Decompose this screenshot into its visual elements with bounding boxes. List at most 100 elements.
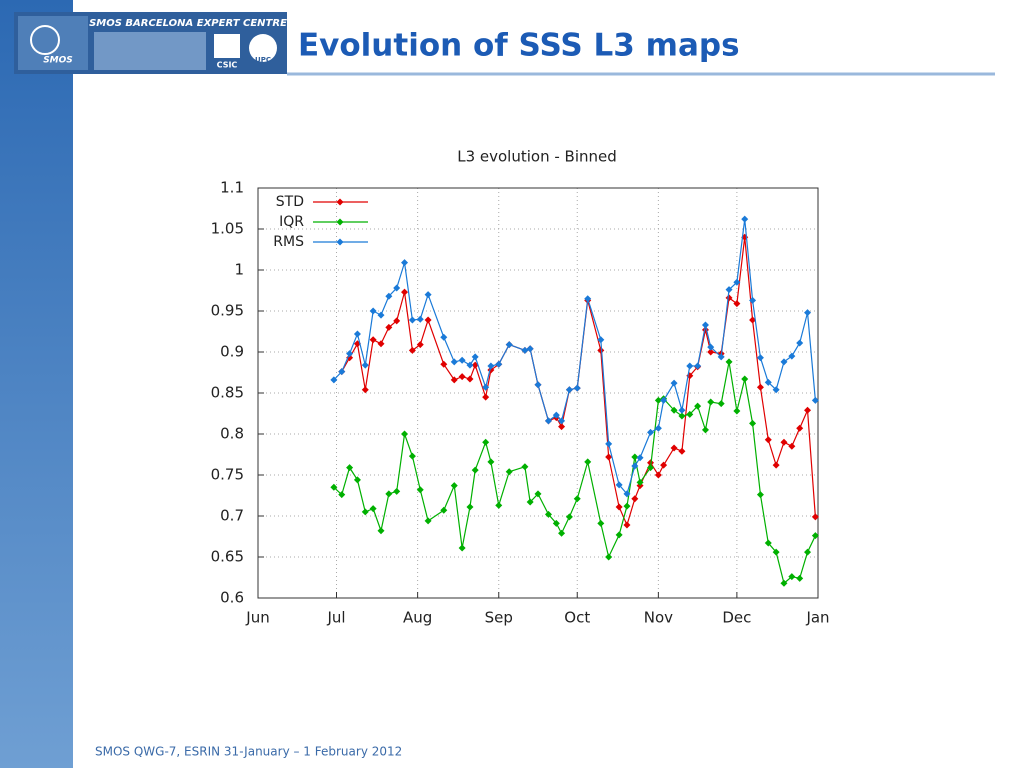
data-point [495,501,503,509]
data-point [330,376,338,384]
data-point [670,444,678,452]
data-point [584,458,592,466]
data-point [416,486,424,494]
data-point [636,478,644,486]
data-point [369,336,377,344]
data-point [558,417,566,425]
data-point [707,348,715,356]
data-point [615,503,623,511]
data-point [788,352,796,360]
data-point [804,548,812,556]
data-point [495,360,503,368]
x-tick-label: Jan [805,609,829,627]
data-point [788,442,796,450]
data-point [401,430,409,438]
data-point [733,300,741,308]
data-point [654,471,662,479]
logo-csic-icon [214,34,240,58]
data-point [440,506,448,514]
legend-marker [336,198,344,206]
series-line [333,219,816,496]
data-point [701,426,709,434]
data-point [631,495,639,503]
data-point [631,462,639,470]
x-tick-label: Oct [564,609,590,627]
data-point [678,406,686,414]
data-point [482,438,490,446]
data-point [660,461,668,469]
data-point [764,378,772,386]
data-point [552,519,560,527]
chart: 0.6 0.65 0.7 0.75 0.8 0.85 0.9 0.95 1 1.05 1.1 Jun J… [211,179,830,627]
y-tick-label: 0.75 [211,466,244,484]
data-point [597,519,605,527]
data-point [416,341,424,349]
data-point [534,381,542,389]
data-point [741,215,749,223]
data-point [401,259,409,267]
logo-title: SMOS BARCELONA EXPERT CENTRE [89,18,287,29]
data-point [788,573,796,581]
y-tick-label: 0.9 [220,343,244,361]
legend-label: STD [276,194,304,210]
data-point [733,407,741,415]
y-tick-label: 1.05 [211,220,244,238]
data-point [505,468,513,476]
legend-marker [336,238,344,246]
data-point [544,417,552,425]
data-point [408,316,416,324]
data-point [338,368,346,376]
data-point [466,375,474,383]
data-point [772,386,780,394]
data-point [565,386,573,394]
data-point [654,424,662,432]
data-point [756,354,764,362]
data-point [749,419,757,427]
data-point [393,284,401,292]
slide-title: Evolution of SSS L3 maps [298,28,740,64]
data-point [694,402,702,410]
data-point [605,440,613,448]
y-tick-label: 0.8 [220,425,244,443]
logo-globe [30,25,60,55]
data-point [416,315,424,323]
legend-label: RMS [273,234,304,250]
logo-upc-icon [249,34,277,62]
data-point [804,309,812,317]
data-point [686,362,694,370]
y-tick-label: 0.95 [211,302,244,320]
y-tick-label: 0.85 [211,384,244,402]
data-point [780,438,788,446]
data-point [741,375,749,383]
data-point [796,339,804,347]
x-tick-label: Jul [326,609,345,627]
data-point [647,428,655,436]
data-point [393,487,401,495]
data-point [471,353,479,361]
data-point [385,292,393,300]
data-point [573,384,581,392]
data-point [756,383,764,391]
y-tick-label: 0.7 [220,507,244,525]
data-point [811,396,819,404]
series-line [333,361,816,585]
x-tick-label: Nov [644,609,673,627]
data-point [654,396,662,404]
logo-csic: CSIC [217,61,238,70]
data-point [338,491,346,499]
data-point [605,453,613,461]
y-tick-label: 1.1 [220,179,244,197]
data-point [631,453,639,461]
sidebar [0,0,73,768]
data-point [707,343,715,351]
data-point [749,316,757,324]
data-point [694,362,702,370]
data-point [526,345,534,353]
data-point [707,398,715,406]
data-point [369,505,377,513]
x-tick-label: Jun [245,609,269,627]
footer: SMOS QWG-7, ESRIN 31-January – 1 Februar… [95,745,402,759]
data-point [717,353,725,361]
data-point [377,340,385,348]
